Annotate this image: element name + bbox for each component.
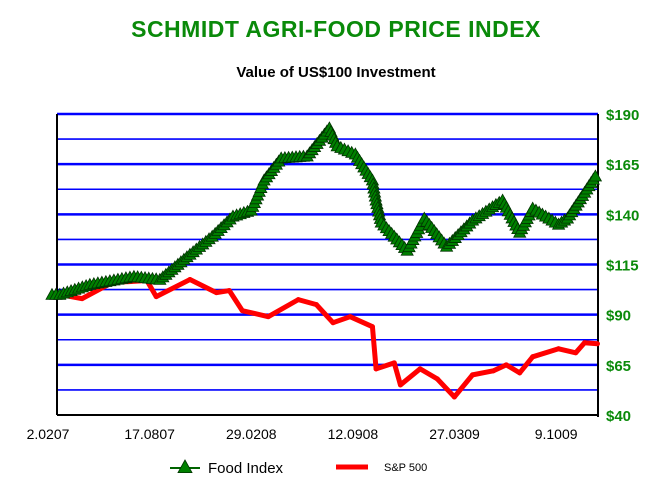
sp500-point — [265, 314, 271, 320]
sp500-point — [490, 368, 496, 374]
sp500-point — [347, 314, 353, 320]
chart-subtitle: Value of US$100 Investment — [236, 64, 436, 81]
sp500-point — [517, 370, 523, 376]
x-tick-label: 17.0807 — [124, 426, 175, 442]
y-tick-label: $65 — [606, 358, 631, 375]
x-tick-label: 12.0908 — [328, 426, 379, 442]
sp500-point — [582, 340, 588, 346]
sp500-point — [153, 294, 159, 300]
sp500-point — [330, 320, 336, 326]
sp500-point — [434, 376, 440, 382]
sp500-point — [79, 296, 85, 302]
sp500-point — [373, 366, 379, 372]
y-tick-label: $190 — [606, 107, 639, 124]
y-tick-label: $140 — [606, 207, 639, 224]
sp500-point — [417, 366, 423, 372]
sp500-point — [391, 360, 397, 366]
sp500-point — [239, 308, 245, 314]
y-tick-label: $115 — [606, 258, 639, 275]
y-tick-label: $90 — [606, 308, 631, 325]
x-tick-label: 27.0309 — [429, 426, 480, 442]
sp500-point — [369, 324, 375, 330]
sp500-point — [594, 341, 600, 347]
food-index-line — [52, 126, 597, 296]
x-tick-label: 9.1009 — [535, 426, 578, 442]
legend-food-label: Food Index — [208, 460, 284, 477]
sp500-point — [503, 362, 509, 368]
x-tick-label: 29.0208 — [226, 426, 277, 442]
legend-sp500-label: S&P 500 — [384, 462, 427, 474]
legend-food-marker-icon — [177, 459, 193, 474]
x-tick-label: 2.0207 — [27, 426, 70, 442]
chart-title: SCHMIDT AGRI-FOOD PRICE INDEX — [131, 16, 541, 42]
sp500-line — [52, 277, 598, 400]
sp500-point — [397, 382, 403, 388]
sp500-point — [313, 302, 319, 308]
sp500-point — [573, 350, 579, 356]
sp500-point — [556, 346, 562, 352]
sp500-point — [295, 297, 301, 303]
sp500-point — [530, 354, 536, 360]
y-tick-label: $165 — [606, 157, 639, 174]
sp500-point — [226, 288, 232, 294]
sp500-point — [187, 277, 193, 283]
legend: Food Index S&P 500 — [170, 460, 427, 477]
y-tick-label: $40 — [606, 408, 631, 425]
sp500-point — [470, 372, 476, 378]
sp500-point — [451, 394, 457, 400]
food-index-marker — [588, 169, 603, 182]
sp500-point — [213, 290, 219, 296]
